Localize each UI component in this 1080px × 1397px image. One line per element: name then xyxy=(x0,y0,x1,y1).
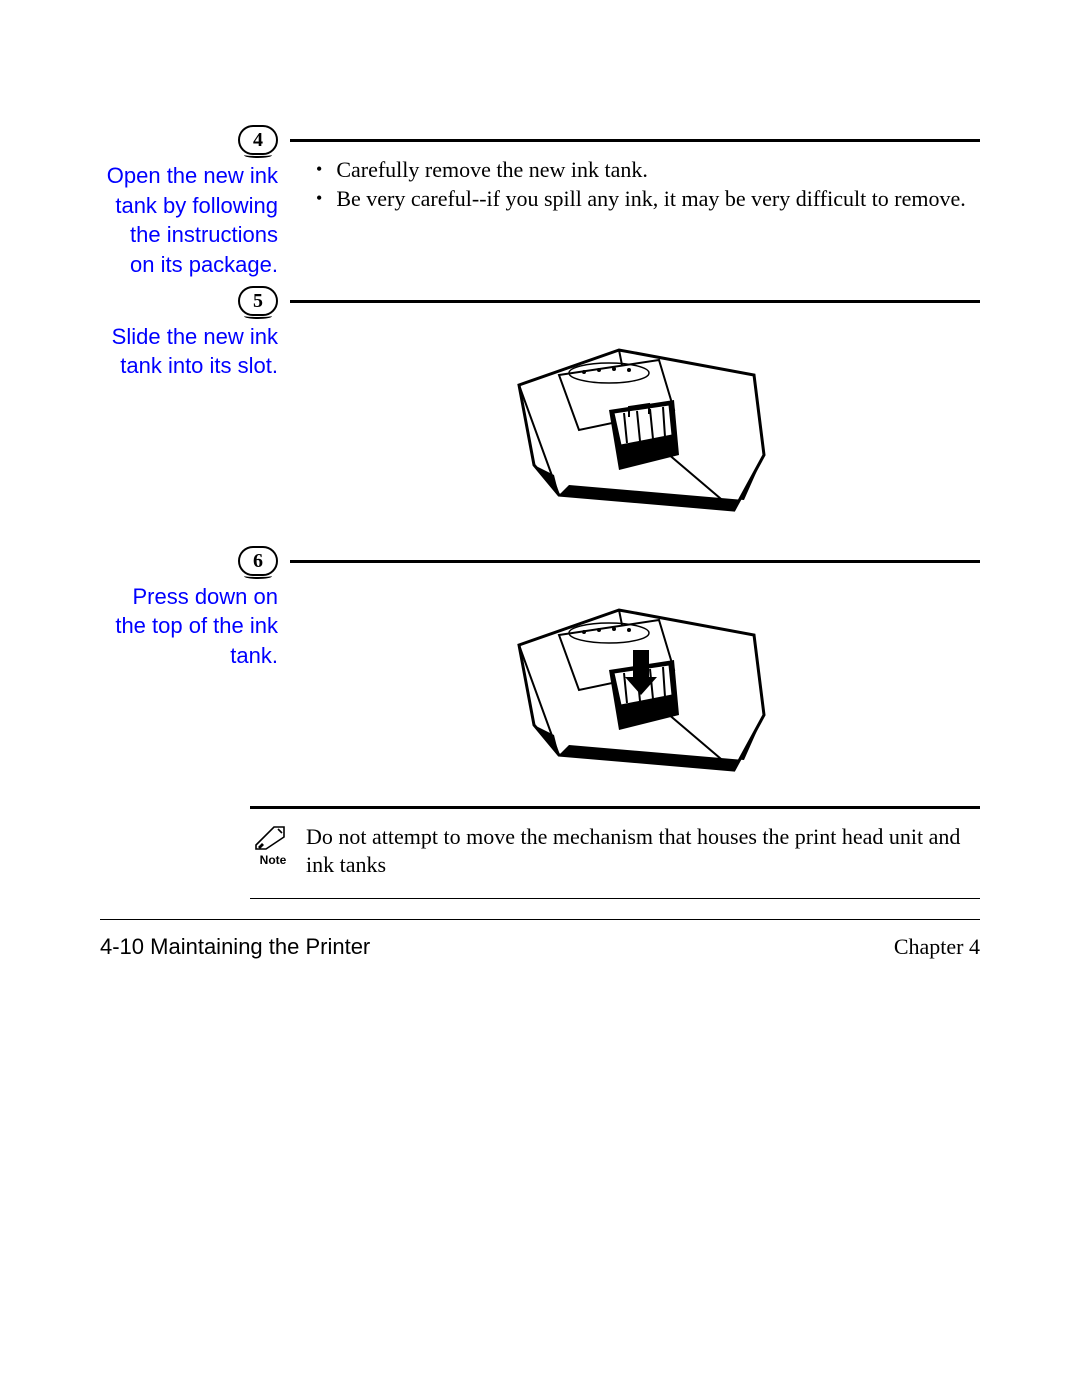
step-4-bullets: Carefully remove the new ink tank. Be ve… xyxy=(308,156,980,213)
step-4-badge: 4 xyxy=(238,125,278,155)
footer-right: Chapter 4 xyxy=(894,934,980,960)
step-6-illustration xyxy=(308,577,980,800)
printer-press-icon xyxy=(499,595,789,785)
step-5-illustration xyxy=(308,317,980,540)
step-5-title: Slide the new ink tank into its slot. xyxy=(100,322,278,381)
page-footer: 4-10 Maintaining the Printer Chapter 4 xyxy=(100,919,980,960)
bullet-text: Carefully remove the new ink tank. xyxy=(336,156,648,185)
step-5-content xyxy=(290,300,980,540)
bullet-item: Be very careful--if you spill any ink, i… xyxy=(316,185,980,214)
step-6-badge: 6 xyxy=(238,546,278,576)
printer-slide-icon xyxy=(499,335,789,525)
footer-left: 4-10 Maintaining the Printer xyxy=(100,934,370,960)
note-icon: Note xyxy=(250,823,296,867)
step-4-content: Carefully remove the new ink tank. Be ve… xyxy=(290,139,980,213)
note-text: Do not attempt to move the mechanism tha… xyxy=(296,823,980,880)
note-label: Note xyxy=(250,853,296,867)
step-6: 6 Press down on the top of the ink tank. xyxy=(100,546,980,800)
step-5: 5 Slide the new ink tank into its slot. xyxy=(100,286,980,540)
bullet-text: Be very careful--if you spill any ink, i… xyxy=(336,185,965,214)
bullet-item: Carefully remove the new ink tank. xyxy=(316,156,980,185)
step-6-title: Press down on the top of the ink tank. xyxy=(100,582,278,671)
step-4-title: Open the new ink tank by following the i… xyxy=(100,161,278,280)
manual-page: 4 Open the new ink tank by following the… xyxy=(100,125,980,960)
step-5-sidebar: 5 Slide the new ink tank into its slot. xyxy=(100,286,290,381)
step-6-sidebar: 6 Press down on the top of the ink tank. xyxy=(100,546,290,671)
step-6-content xyxy=(290,560,980,800)
note-block: Note Do not attempt to move the mechanis… xyxy=(250,806,980,899)
step-4-sidebar: 4 Open the new ink tank by following the… xyxy=(100,125,290,280)
step-5-badge: 5 xyxy=(238,286,278,316)
step-4: 4 Open the new ink tank by following the… xyxy=(100,125,980,280)
